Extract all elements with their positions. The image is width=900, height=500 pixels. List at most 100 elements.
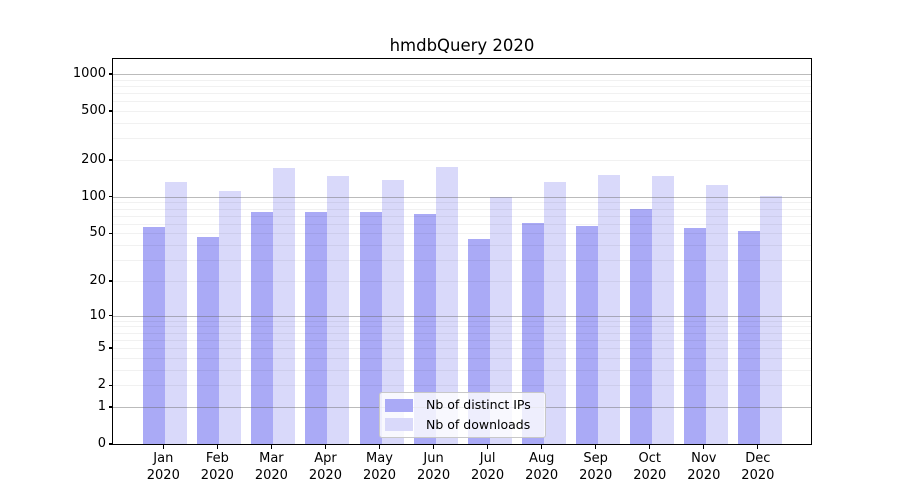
x-tick-mark (541, 445, 543, 450)
x-tick-mark (162, 445, 164, 450)
y-tick-mark (108, 110, 113, 112)
x-tick-mark (703, 445, 705, 450)
legend: Nb of distinct IPs Nb of downloads (379, 392, 546, 438)
x-tick-mark (432, 445, 435, 450)
gridline-minor (113, 233, 811, 235)
gridline-minor (113, 339, 811, 341)
x-tick-label: Feb 2020 (200, 451, 234, 483)
y-tick-mark (108, 347, 113, 349)
bar-nb-of-downloads-jul (489, 196, 512, 444)
plot-area (111, 57, 813, 446)
bar-nb-of-downloads-jan (165, 181, 188, 444)
bar-nb-of-downloads-jun (435, 167, 458, 444)
chart-title: hmdbQuery 2020 (389, 36, 535, 55)
bar-nb-of-distinct-ips-dec (737, 231, 760, 444)
x-tick-mark (378, 445, 381, 450)
x-tick-label: Apr 2020 (308, 451, 342, 483)
gridline-minor (113, 202, 811, 204)
x-tick-label: May 2020 (362, 451, 397, 483)
gridline-minor (113, 208, 811, 210)
bar-nb-of-distinct-ips-apr (305, 212, 328, 444)
y-tick-label: 1 (97, 398, 106, 414)
bar-nb-of-downloads-mar (273, 167, 296, 444)
gridline-major (113, 196, 811, 198)
bar-nb-of-downloads-sep (597, 174, 620, 444)
bar-nb-of-distinct-ips-aug (521, 222, 544, 444)
legend-label-distinct-ips: Nb of distinct IPs (426, 397, 531, 413)
legend-swatch-downloads (385, 418, 413, 432)
legend-label-downloads: Nb of downloads (426, 416, 531, 432)
x-tick-mark (486, 445, 489, 450)
bar-nb-of-distinct-ips-may (359, 212, 382, 444)
y-tick-label: 100 (81, 188, 106, 204)
gridline-minor (113, 93, 811, 95)
y-tick-label: 1000 (72, 65, 106, 81)
y-tick-label: 0 (97, 436, 106, 451)
y-tick-mark (108, 159, 113, 161)
gridline-minor (113, 79, 811, 81)
x-tick-mark (216, 445, 218, 450)
x-tick-label: Nov 2020 (687, 451, 721, 483)
gridline-minor (113, 348, 811, 350)
y-tick-mark (108, 280, 113, 282)
gridline-minor (113, 122, 811, 124)
y-tick-label: 20 (89, 272, 106, 288)
x-tick-label: Dec 2020 (741, 451, 775, 483)
bar-nb-of-downloads-nov (705, 185, 728, 444)
x-tick-mark (270, 445, 273, 450)
bar-nb-of-downloads-oct (651, 176, 674, 444)
y-tick-mark (108, 196, 113, 198)
y-tick-mark (108, 314, 113, 317)
bar-nb-of-downloads-dec (759, 195, 782, 444)
bar-nb-of-downloads-apr (327, 175, 350, 444)
bar-nb-of-distinct-ips-sep (575, 225, 598, 444)
y-tick-label: 5 (97, 340, 106, 356)
gridline-minor (113, 369, 811, 371)
y-tick-mark (108, 73, 113, 75)
bar-nb-of-distinct-ips-jan (143, 227, 166, 444)
x-tick-mark (324, 445, 327, 450)
x-tick-label: Sep 2020 (579, 451, 613, 483)
x-tick-label: Oct 2020 (633, 451, 667, 483)
x-tick-mark (649, 445, 651, 450)
legend-item-downloads: Nb of downloads (385, 416, 539, 434)
gridline-minor (113, 101, 811, 103)
x-tick-label: Jul 2020 (471, 451, 505, 483)
bar-nb-of-distinct-ips-oct (629, 209, 652, 444)
bar-nb-of-downloads-feb (219, 191, 242, 444)
bar-nb-of-distinct-ips-jun (413, 214, 436, 444)
x-tick-label: Mar 2020 (254, 451, 288, 483)
y-tick-label: 2 (97, 377, 106, 393)
gridline-major (113, 73, 811, 75)
gridline-minor (113, 159, 811, 161)
gridline-minor (113, 280, 811, 282)
gridline-minor (113, 111, 811, 113)
x-tick-label: Jun 2020 (417, 451, 451, 483)
gridline-minor (113, 245, 811, 247)
gridline-minor (113, 215, 811, 217)
bar-nb-of-distinct-ips-mar (251, 212, 274, 444)
bar-nb-of-downloads-aug (543, 182, 566, 444)
legend-item-distinct-ips: Nb of distinct IPs (385, 396, 539, 414)
gridline-minor (113, 320, 811, 322)
legend-swatch-distinct-ips (385, 398, 413, 412)
gridline-minor (113, 138, 811, 140)
y-tick-label: 200 (81, 151, 106, 167)
gridline-minor (113, 332, 811, 334)
y-tick-label: 50 (89, 225, 106, 241)
bar-nb-of-distinct-ips-feb (197, 236, 220, 444)
bar-nb-of-distinct-ips-nov (683, 228, 706, 444)
y-tick-mark (108, 232, 113, 235)
y-tick-label: 10 (89, 307, 106, 323)
y-tick-mark (108, 443, 113, 445)
bar-nb-of-downloads-may (381, 180, 404, 444)
gridline-minor (113, 260, 811, 262)
gridline-minor (113, 357, 811, 359)
gridline-minor (113, 385, 811, 387)
x-tick-mark (595, 445, 597, 450)
y-tick-mark (108, 406, 113, 408)
x-tick-label: Aug 2020 (525, 451, 559, 483)
x-tick-mark (757, 445, 759, 450)
gridline-major (113, 315, 811, 317)
